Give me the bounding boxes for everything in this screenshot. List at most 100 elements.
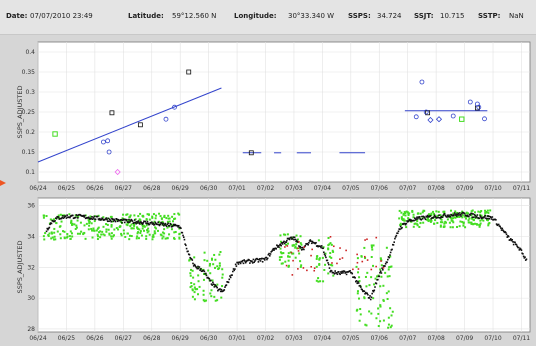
green-sample-point [87,219,90,222]
green-sample-point [287,264,290,267]
track-point [62,215,64,217]
green-sample-point [318,257,321,260]
green-sample-point [156,229,159,232]
bottom-x-tick-label: 07/11 [513,335,530,342]
green-sample-point [130,227,133,230]
green-sample-point [484,211,487,214]
track-point [277,245,280,247]
track-point [394,236,397,238]
green-sample-point [356,290,359,293]
green-sample-point [463,215,466,218]
green-square-marker [459,116,465,122]
green-sample-point [470,214,473,217]
green-sample-point [280,262,283,265]
track-point [254,259,257,261]
green-sample-point [167,214,170,217]
track-point [519,248,522,251]
green-sample-point [400,217,403,220]
green-sample-point [286,242,289,245]
track-point [265,256,268,259]
track-point [180,227,182,230]
green-sample-point [178,213,181,216]
green-sample-point [153,230,156,233]
green-sample-point [110,237,113,240]
track-point [205,274,208,277]
green-sample-point [461,210,464,213]
track-point [213,286,216,288]
track-point [141,222,143,224]
green-sample-point [480,210,483,213]
track-point [62,217,65,219]
green-sample-point [49,218,52,221]
bottom-x-tick-label: 07/09 [456,335,473,342]
track-point [456,213,459,216]
top-x-tick-label: 06/27 [115,185,132,192]
green-sample-point [85,222,88,225]
track-point [482,216,485,219]
green-sample-point [285,243,288,246]
red-sample-point [303,246,305,248]
green-sample-point [146,229,149,232]
track-point [280,244,282,247]
green-sample-point [471,209,474,212]
track-point [401,226,403,229]
track-point [469,214,472,216]
track-point [335,272,338,274]
green-sample-point [97,214,100,217]
green-sample-point [443,222,446,225]
track-point [60,217,63,220]
red-sample-point [382,267,385,269]
ssjt-label: SSJT: [414,12,434,20]
green-sample-point [76,232,79,235]
track-point [98,218,100,221]
red-sample-point [345,249,347,252]
green-sample-point [377,307,380,310]
green-sample-point [390,265,393,268]
track-point [474,214,477,217]
track-point [246,259,249,262]
track-point [275,247,277,250]
track-point [281,242,283,244]
green-sample-point [426,217,429,220]
track-point [458,214,460,216]
green-sample-point [96,227,99,230]
track-point [423,216,425,218]
green-sample-point [136,235,139,238]
track-point [192,265,195,267]
track-point [76,214,78,217]
track-point [128,221,131,223]
red-sample-point [290,251,293,254]
green-sample-point [139,212,142,215]
green-sample-point [482,219,485,222]
green-sample-point [294,246,297,249]
green-sample-point [151,216,154,219]
green-sample-point [398,217,401,220]
green-sample-point [389,326,392,329]
track-point [177,224,180,227]
red-sample-point [339,247,341,249]
track-point [491,216,494,218]
green-sample-point [379,304,382,307]
track-point [497,223,500,226]
green-sample-point [50,231,53,234]
latitude-value: 59°12.560 N [172,12,217,20]
track-point [473,216,475,219]
track-point [478,217,481,219]
top-plot-marks [37,69,488,176]
track-point [91,218,94,220]
green-sample-point [486,209,489,212]
green-sample-point [452,212,455,215]
green-sample-point [43,238,46,241]
track-point [520,249,523,251]
green-sample-point [298,252,301,255]
green-sample-point [190,281,193,284]
track-point [69,216,71,219]
circle-marker [419,79,425,85]
green-sample-point [318,258,321,261]
green-sample-point [450,217,453,220]
track-point [123,219,125,221]
green-sample-point [115,226,118,229]
green-sample-point [374,277,377,280]
green-sample-point [161,231,164,234]
green-sample-point [170,223,173,226]
